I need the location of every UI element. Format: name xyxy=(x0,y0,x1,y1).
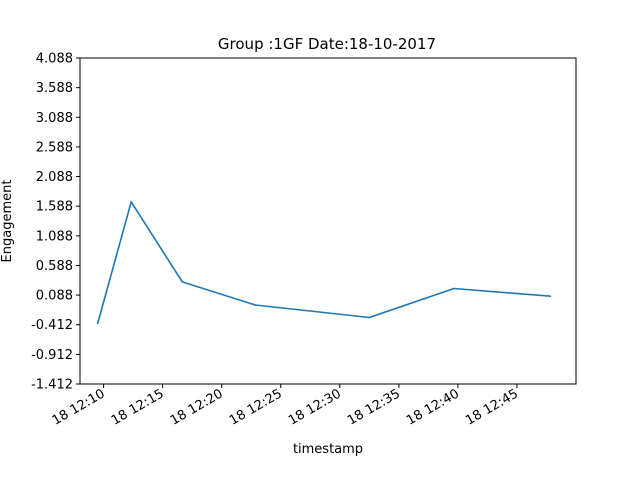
data-point xyxy=(181,281,184,283)
x-tick-label: 18 12:25 xyxy=(227,386,285,428)
data-point xyxy=(453,287,455,290)
x-tick-label: 18 12:10 xyxy=(50,386,108,428)
y-tick-label: 1.588 xyxy=(36,200,73,215)
series-layer xyxy=(96,201,552,325)
y-tick-label: -0.412 xyxy=(31,318,73,333)
x-axis-label: timestamp xyxy=(293,442,363,457)
data-point xyxy=(96,322,99,325)
y-tick-label: 3.588 xyxy=(36,81,73,96)
data-point xyxy=(130,201,132,203)
x-axis: 18 12:10 18 12:15 18 12:20 18 12:25 18 12:30… xyxy=(50,384,521,429)
y-tick-label: 0.588 xyxy=(36,259,73,274)
x-tick-label: 18 12:45 xyxy=(463,386,521,428)
y-tick-label: 3.088 xyxy=(36,111,73,126)
y-axis-label: Engagement xyxy=(0,180,15,263)
y-tick-label: 2.588 xyxy=(36,140,73,155)
y-tick-label: 1.088 xyxy=(36,229,73,244)
y-tick-label: 0.088 xyxy=(36,289,73,304)
plot-frame xyxy=(79,57,577,385)
series-line xyxy=(96,201,551,324)
x-tick-label: 18 12:40 xyxy=(404,386,462,428)
data-point xyxy=(549,295,552,298)
data-point xyxy=(368,316,371,319)
x-tick-label: 18 12:15 xyxy=(109,386,167,428)
y-tick-label: 4.088 xyxy=(36,52,73,67)
x-tick-label: 18 12:30 xyxy=(286,386,344,428)
y-tick-label: 2.088 xyxy=(36,170,73,185)
y-tick-label: -0.912 xyxy=(31,348,73,363)
y-tick-label: -1.412 xyxy=(31,378,73,393)
x-tick-label: 18 12:35 xyxy=(345,386,403,428)
x-tick-label: 18 12:20 xyxy=(168,386,226,428)
data-point xyxy=(254,304,256,306)
chart-title: Group :1GF Date:18-10-2017 xyxy=(218,35,436,53)
y-axis: -1.412 -0.912 -0.412 0.088 0.588 1.088 1.588 2.… xyxy=(31,52,80,393)
